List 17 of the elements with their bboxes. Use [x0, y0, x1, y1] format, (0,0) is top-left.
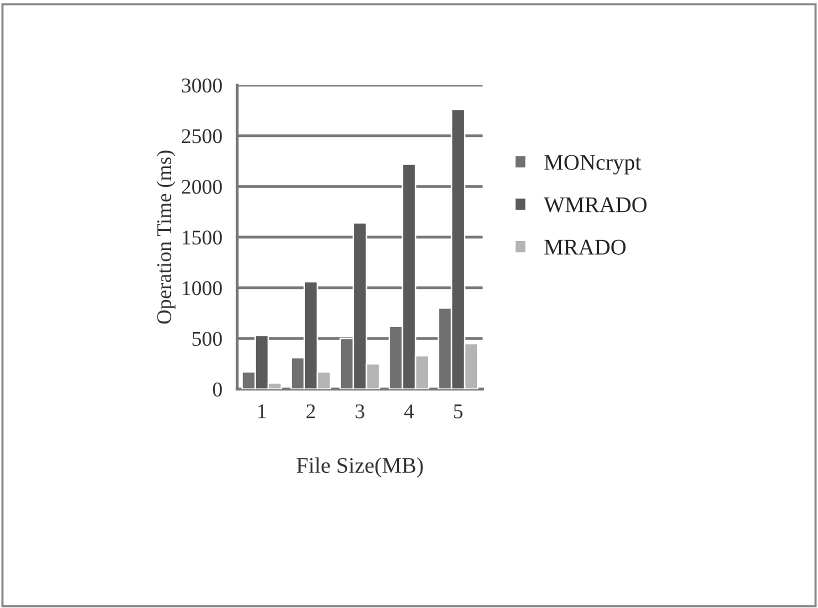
x-tick-label: 4	[404, 404, 414, 418]
y-tick-label: 500	[192, 332, 222, 346]
x-tick-label: 2	[306, 404, 315, 418]
x-tick-label: 1	[258, 404, 266, 418]
x-tick-label: 3	[356, 404, 364, 418]
y-tick-label: 1500	[182, 230, 222, 245]
legend-label: MONcrypt	[544, 154, 642, 174]
x-axis-title: File Size(MB)	[296, 457, 423, 478]
y-tick-label: 2000	[182, 180, 222, 194]
legend-label: MRADO	[544, 240, 626, 255]
y-tick-label: 2500	[182, 129, 222, 144]
y-tick-label: 3000	[182, 78, 222, 93]
y-tick-label: 0	[213, 382, 222, 397]
y-axis-title: Operation Time (ms)	[156, 150, 176, 324]
y-tick-label: 1000	[182, 281, 222, 296]
legend-label: WMRADO	[544, 197, 647, 212]
x-tick-label: 5	[454, 404, 462, 418]
